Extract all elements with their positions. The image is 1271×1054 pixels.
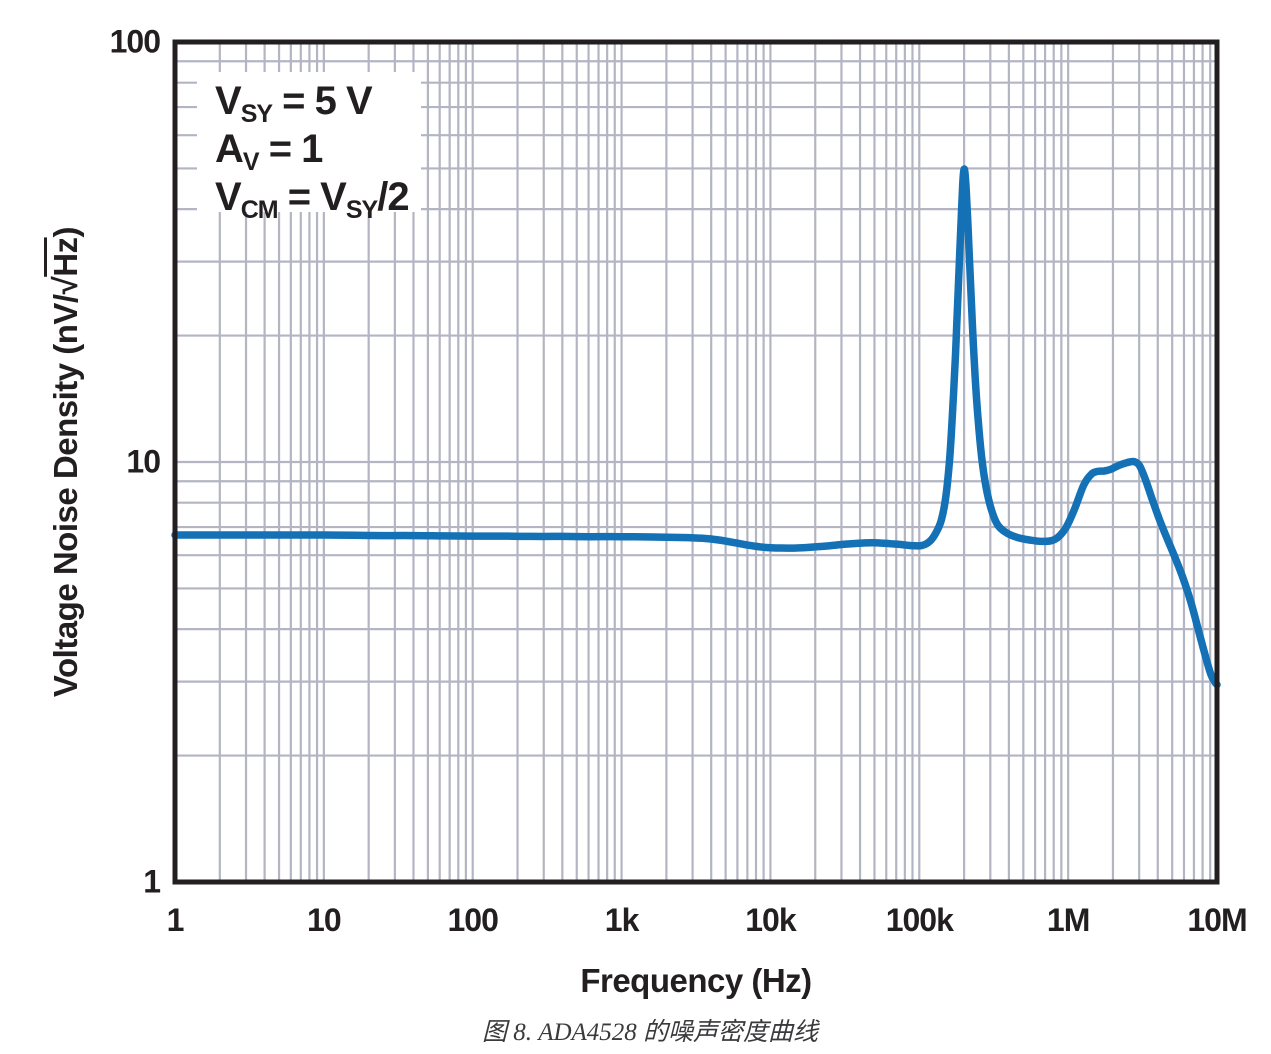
- test-conditions-annotation: VSY = 5 V AV = 1 VCM = VSY/2: [197, 72, 421, 224]
- plot-frame: [172, 39, 1220, 885]
- x-tick-label: 10k: [745, 902, 796, 938]
- y-tick-label: 100: [109, 23, 161, 60]
- noise-density-curve: [171, 165, 1221, 689]
- x-tick-label: 1: [166, 902, 185, 938]
- annotation-line: VCM = VSY/2: [215, 175, 410, 224]
- x-tick-label: 100: [447, 902, 499, 938]
- annotation-line: AV = 1: [215, 127, 323, 176]
- y-tick-label: 10: [126, 443, 161, 480]
- x-tick-label: 10M: [1187, 902, 1247, 938]
- figure-caption: 图 8. ADA4528 的噪声密度曲线: [481, 1019, 819, 1046]
- annotation-line: VSY = 5 V: [215, 79, 373, 128]
- x-tick-label: 1k: [604, 902, 640, 938]
- x-axis-title: Frequency (Hz): [580, 962, 812, 999]
- x-tick-label: 10: [307, 902, 342, 938]
- y-axis-title: Voltage Noise Density (nV/√Hz): [47, 226, 84, 698]
- y-tick-label: 1: [143, 863, 161, 900]
- x-tick-label: 100k: [885, 902, 954, 938]
- x-tick-label: 1M: [1046, 902, 1090, 938]
